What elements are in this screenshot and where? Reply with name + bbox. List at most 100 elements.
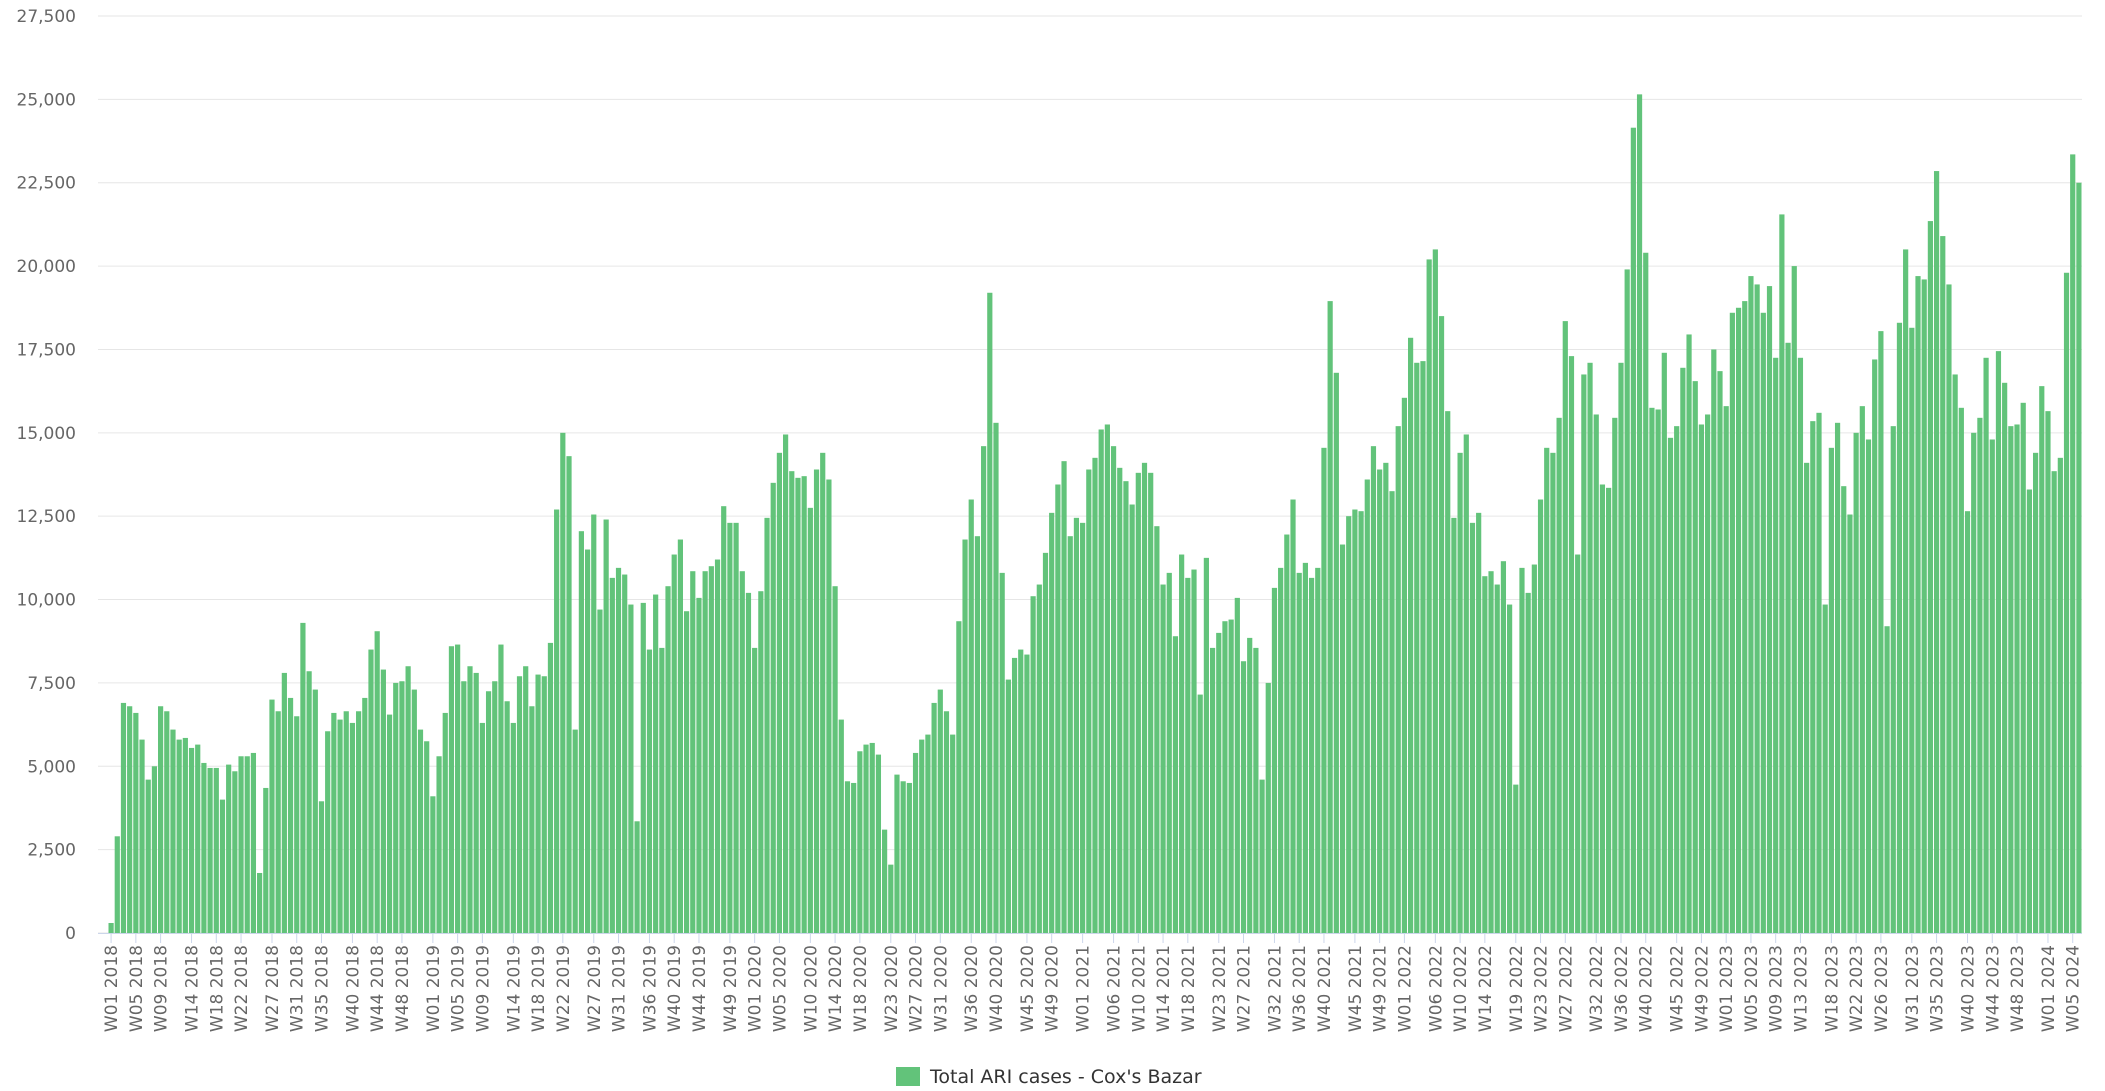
x-tick-label: W32 2022 — [1587, 945, 1607, 1032]
bar — [981, 446, 987, 933]
bar — [832, 586, 838, 933]
bar — [257, 872, 263, 933]
bar — [1748, 276, 1754, 933]
bar — [213, 767, 219, 933]
x-tick-label: W09 2019 — [473, 945, 493, 1032]
bar — [399, 681, 405, 933]
bar — [1593, 414, 1599, 934]
bar — [708, 566, 714, 933]
x-tick-label: W27 2018 — [263, 945, 283, 1032]
x-tick-label: W05 2023 — [1742, 945, 1762, 1032]
x-tick-label: W05 2018 — [127, 945, 147, 1032]
bar — [1760, 312, 1766, 933]
x-tick-label: W14 2019 — [504, 945, 524, 1032]
x-tick-label: W05 2024 — [2064, 945, 2084, 1032]
bar — [1117, 467, 1123, 933]
bar — [1884, 626, 1890, 933]
bar — [164, 711, 170, 933]
bar — [1073, 517, 1080, 933]
bar — [1042, 552, 1049, 933]
bar — [696, 597, 702, 933]
bar — [1024, 654, 1030, 933]
bar — [535, 674, 541, 933]
bar — [597, 609, 603, 933]
x-tick-label: W31 2018 — [288, 945, 308, 1032]
bar — [609, 577, 615, 933]
bar — [1154, 526, 1160, 933]
bar — [1321, 447, 1327, 933]
bar — [1599, 484, 1606, 933]
bar — [943, 711, 950, 933]
x-tick-label: W44 2018 — [368, 945, 388, 1032]
x-tick-label: W06 2022 — [1426, 945, 1446, 1032]
bar — [1278, 567, 1284, 933]
bar — [1729, 312, 1735, 933]
y-tick-label: 15,000 — [17, 424, 76, 444]
bar — [875, 754, 882, 933]
x-tick-label: W05 2020 — [770, 945, 790, 1032]
bar — [776, 452, 783, 933]
bar — [238, 756, 244, 933]
bar — [1810, 421, 1816, 933]
bar — [1964, 511, 1971, 933]
bar — [380, 669, 386, 933]
bar — [1209, 647, 1216, 933]
bar — [813, 469, 820, 933]
bar — [863, 744, 869, 933]
bar — [1624, 269, 1630, 934]
bar — [362, 697, 368, 933]
bar — [2032, 452, 2039, 933]
bar — [1259, 779, 1265, 933]
bar — [1500, 561, 1507, 933]
bar — [578, 531, 584, 933]
y-tick-label: 0 — [65, 924, 76, 944]
bar — [764, 517, 770, 933]
x-tick-label: W45 2021 — [1346, 945, 1366, 1032]
x-tick-label: W01 2018 — [102, 945, 122, 1032]
y-tick-label: 5,000 — [27, 757, 76, 777]
bar — [1859, 406, 1865, 933]
bar — [337, 719, 343, 933]
bar — [510, 722, 516, 933]
x-tick-label: W48 2023 — [2008, 945, 2028, 1032]
bar — [1228, 619, 1234, 933]
bar — [1488, 571, 1494, 933]
bar — [591, 514, 597, 933]
bar — [1358, 511, 1364, 933]
bar — [1723, 406, 1729, 933]
bar — [919, 739, 925, 933]
bar — [2014, 424, 2020, 933]
bar — [1568, 356, 1575, 933]
bar — [523, 666, 529, 933]
x-tick-label: W31 2019 — [610, 945, 630, 1032]
x-tick-label: W31 2020 — [931, 945, 951, 1032]
bar — [263, 787, 269, 933]
bar — [529, 706, 535, 933]
x-tick-label: W26 2023 — [1872, 945, 1892, 1032]
bar — [1816, 412, 1822, 933]
bar — [640, 602, 646, 933]
bar — [665, 586, 671, 933]
y-tick-label: 27,500 — [17, 7, 76, 27]
bar — [882, 829, 888, 933]
bar — [1049, 512, 1055, 933]
bar — [1544, 447, 1550, 933]
bar — [912, 752, 919, 933]
bar — [1315, 567, 1321, 933]
x-tick-label: W27 2021 — [1235, 945, 1255, 1032]
x-tick-label: W40 2020 — [987, 945, 1007, 1032]
bar — [504, 701, 510, 933]
bar — [1005, 679, 1011, 933]
bar — [2070, 154, 2076, 933]
bar — [485, 691, 492, 933]
bar — [683, 611, 690, 933]
bar — [1265, 682, 1271, 933]
bar — [1791, 266, 1797, 933]
bar — [2039, 386, 2045, 934]
x-tick-label: W18 2019 — [529, 945, 549, 1032]
bar — [1469, 522, 1476, 933]
bar — [1222, 621, 1228, 933]
x-tick-label: W05 2019 — [449, 945, 469, 1032]
x-tick-label: W22 2023 — [1847, 945, 1867, 1032]
y-tick-label: 12,500 — [17, 507, 76, 527]
